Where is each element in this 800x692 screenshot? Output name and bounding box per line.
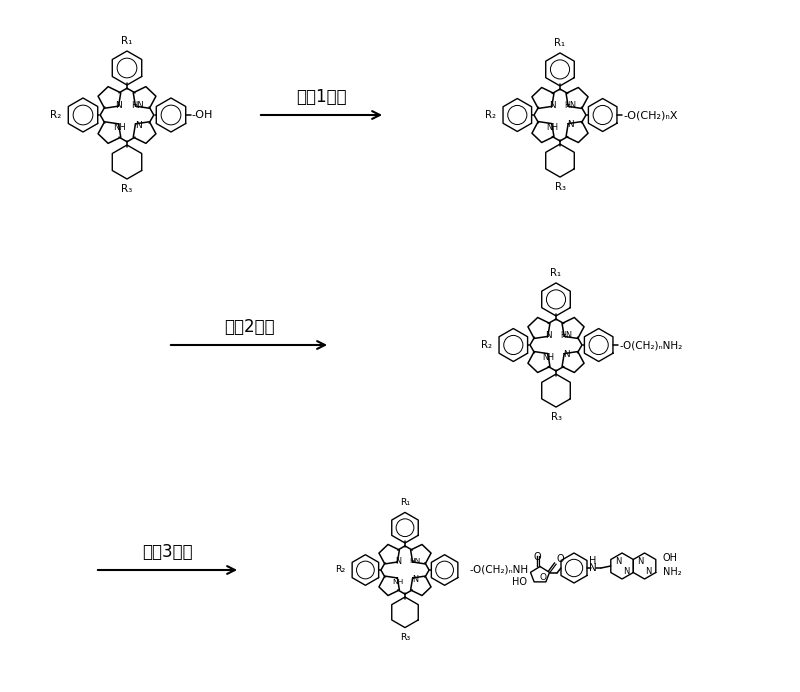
Text: NH: NH	[392, 579, 403, 585]
Text: 第（2）步: 第（2）步	[224, 318, 274, 336]
Text: R₂: R₂	[50, 110, 61, 120]
Text: NH: NH	[542, 353, 554, 362]
Text: N: N	[623, 567, 630, 576]
Text: N: N	[545, 331, 551, 340]
Text: N: N	[638, 556, 644, 565]
Text: N: N	[412, 574, 418, 583]
Text: 第（3）步: 第（3）步	[142, 543, 193, 561]
Text: N: N	[615, 556, 622, 565]
Text: R₁: R₁	[400, 498, 410, 507]
Text: N: N	[116, 100, 122, 109]
Text: OH: OH	[662, 553, 678, 563]
Text: R₂: R₂	[335, 565, 345, 574]
Text: 第（1）步: 第（1）步	[296, 88, 347, 106]
Text: -OH: -OH	[192, 110, 213, 120]
Text: -O(CH₂)ₙNH: -O(CH₂)ₙNH	[470, 565, 529, 575]
Text: N: N	[395, 556, 401, 565]
Text: O: O	[557, 554, 564, 564]
Text: O: O	[539, 574, 546, 583]
Text: NH₂: NH₂	[662, 567, 681, 577]
Text: HN: HN	[132, 100, 144, 109]
Text: N: N	[589, 563, 597, 573]
Text: H: H	[590, 556, 597, 566]
Text: R₂: R₂	[485, 110, 496, 120]
Text: R₁: R₁	[122, 36, 133, 46]
Text: HN: HN	[561, 331, 573, 340]
Text: R₃: R₃	[400, 632, 410, 641]
Text: HN: HN	[410, 558, 421, 564]
Text: O: O	[533, 552, 541, 562]
Text: R₁: R₁	[554, 38, 566, 48]
Text: N: N	[646, 567, 652, 576]
Text: NH: NH	[546, 123, 558, 132]
Text: R₁: R₁	[550, 268, 562, 278]
Text: R₃: R₃	[122, 184, 133, 194]
Text: R₃: R₃	[554, 182, 566, 192]
Text: N: N	[549, 101, 555, 110]
Text: R₂: R₂	[481, 340, 492, 350]
Text: R₃: R₃	[550, 412, 562, 422]
Text: N: N	[567, 120, 574, 129]
Text: N: N	[134, 120, 142, 129]
Text: NH: NH	[113, 123, 126, 132]
Text: HO: HO	[512, 577, 527, 587]
Text: HN: HN	[565, 101, 577, 110]
Text: -O(CH₂)ₙX: -O(CH₂)ₙX	[623, 110, 678, 120]
Text: N: N	[563, 350, 570, 359]
Text: -O(CH₂)ₙNH₂: -O(CH₂)ₙNH₂	[619, 340, 682, 350]
